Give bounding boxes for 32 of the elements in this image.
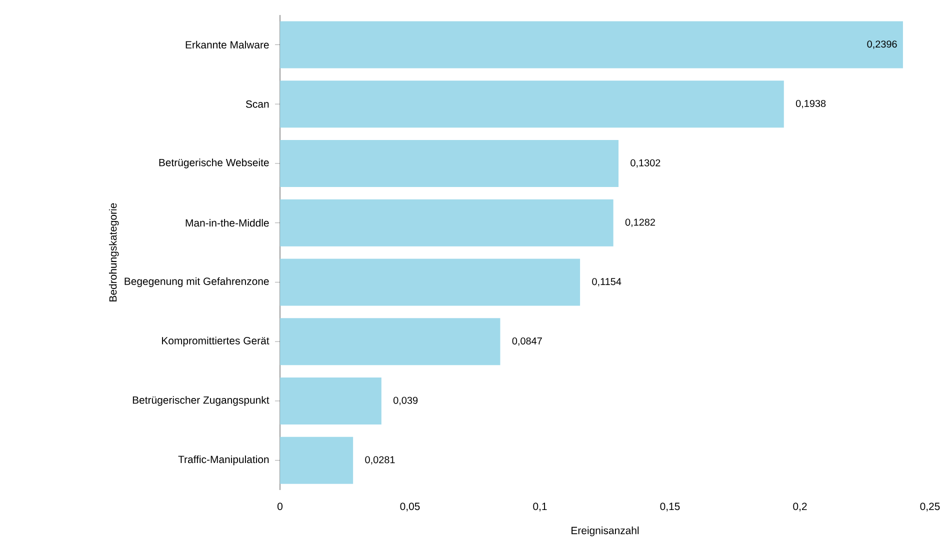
y-tick-label: Traffic-Manipulation (178, 455, 269, 466)
data-label: 0,1282 (625, 218, 655, 227)
y-axis-title: Bedrohungskategorie (109, 203, 119, 302)
data-label: 0,039 (393, 396, 418, 406)
y-tick-label: Betrügerischer Zugangspunkt (132, 396, 270, 406)
x-tick-label: 0,05 (400, 502, 420, 512)
bar (280, 318, 500, 366)
y-tick-label: Man-in-the-Middle (186, 218, 269, 227)
bar (280, 80, 784, 128)
bar (280, 21, 903, 68)
data-label: 0,0847 (512, 337, 542, 346)
data-label: 0,1302 (630, 159, 660, 168)
data-label: 0,2396 (867, 40, 897, 49)
x-axis-title: Ereignisanzahl (572, 526, 639, 536)
data-label: 0,0281 (365, 456, 395, 464)
y-tick-label: Kompromittiertes Gerät (162, 336, 270, 346)
bar (280, 377, 382, 424)
y-tick-label: Begegenung mit Gefahrenzone (124, 277, 269, 288)
x-tick-label: 0 (278, 502, 282, 510)
y-tick-label: Erkannte Malware (186, 40, 269, 49)
bar (280, 436, 354, 484)
y-tick-label: Scan (246, 100, 269, 108)
bar (280, 258, 580, 306)
x-tick-label: 0,15 (660, 502, 680, 512)
data-label: 0,1938 (796, 100, 826, 108)
data-label: 0,1154 (592, 278, 622, 286)
x-tick-label: 0,1 (533, 502, 547, 512)
bar (280, 140, 619, 187)
y-tick-label: Betrügerische Webseite (159, 158, 269, 168)
x-tick-label: 0,2 (793, 502, 807, 512)
bar (280, 199, 614, 246)
x-tick-label: 0,25 (920, 502, 940, 512)
